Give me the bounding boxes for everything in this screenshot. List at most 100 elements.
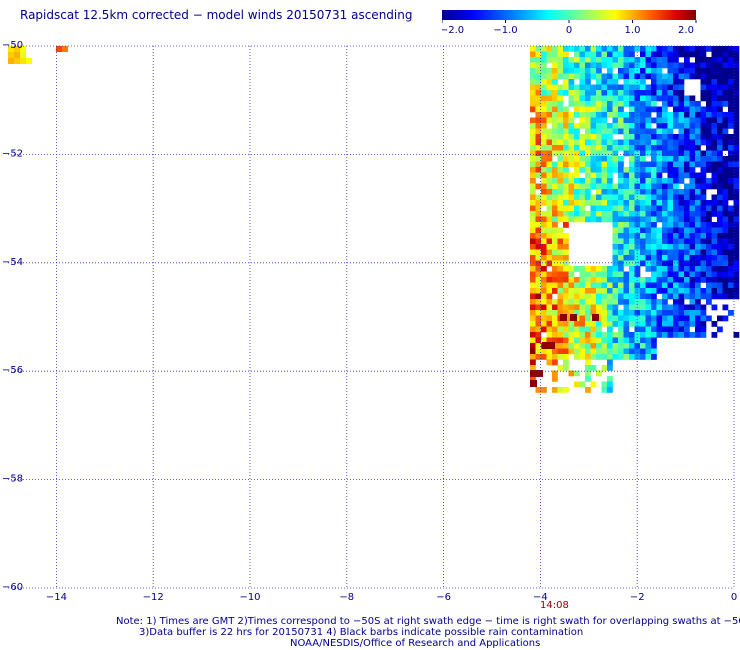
wind-cell — [546, 73, 553, 80]
wind-cell — [601, 205, 608, 212]
wind-cell — [530, 145, 536, 151]
wind-cell — [695, 106, 701, 113]
wind-cell — [629, 172, 635, 179]
wind-cell — [689, 310, 696, 316]
wind-cell — [623, 227, 630, 234]
wind-cell — [541, 249, 547, 256]
wind-cell — [728, 62, 734, 69]
wind-cell — [557, 117, 564, 124]
wind-cell — [623, 134, 630, 140]
wind-cell — [585, 46, 591, 52]
wind-cell — [695, 156, 701, 162]
wind-cell — [651, 95, 657, 102]
wind-cell — [535, 68, 542, 74]
wind-cell — [640, 255, 646, 261]
wind-cell — [530, 84, 536, 91]
wind-cell — [700, 233, 707, 239]
wind-cell — [629, 200, 635, 206]
wind-cell — [634, 57, 641, 63]
wind-cell — [541, 117, 547, 124]
wind-cell — [574, 73, 580, 80]
wind-cell — [728, 238, 734, 245]
wind-cell — [662, 112, 668, 118]
wind-cell — [667, 57, 674, 63]
wind-cell — [585, 90, 591, 96]
wind-cell — [546, 106, 553, 113]
wind-cell — [629, 95, 635, 102]
wind-cell — [706, 315, 712, 322]
wind-cell — [530, 90, 536, 96]
wind-cell — [673, 233, 679, 239]
wind-cell — [546, 145, 553, 151]
wind-cell — [673, 117, 679, 124]
wind-cell — [689, 183, 696, 190]
wind-cell — [585, 150, 591, 157]
wind-difference-cells — [8, 46, 740, 393]
wind-cell — [541, 200, 547, 206]
wind-cell — [590, 134, 597, 140]
wind-cell — [733, 57, 740, 63]
wind-cell — [618, 62, 624, 69]
wind-cell — [618, 68, 624, 74]
wind-cell — [601, 145, 608, 151]
wind-cell — [673, 200, 679, 206]
wind-cell — [557, 266, 564, 272]
wind-cell — [574, 172, 580, 179]
wind-cell — [574, 106, 580, 113]
wind-cell — [656, 167, 663, 173]
wind-cell — [590, 381, 597, 388]
wind-cell — [585, 216, 591, 223]
wind-cell — [596, 310, 602, 316]
wind-cell — [667, 79, 674, 85]
wind-cell — [557, 282, 564, 289]
wind-cell — [563, 348, 569, 355]
wind-cell — [689, 178, 696, 184]
wind-cell — [629, 106, 635, 113]
wind-cell — [733, 205, 740, 212]
wind-cell — [590, 172, 597, 179]
wind-cell — [700, 321, 707, 327]
wind-cell — [656, 211, 663, 217]
wind-cell — [700, 95, 707, 102]
wind-cell — [722, 277, 729, 283]
wind-cell — [607, 172, 613, 179]
wind-cell — [612, 57, 619, 63]
wind-cell — [574, 326, 580, 333]
wind-cell — [667, 233, 674, 239]
wind-cell — [541, 178, 547, 184]
wind-cell — [673, 271, 679, 278]
wind-cell — [634, 211, 641, 217]
wind-cell — [574, 282, 580, 289]
wind-cell — [574, 46, 580, 52]
wind-cell — [733, 90, 740, 96]
wind-cell — [612, 200, 619, 206]
wind-cell — [535, 205, 542, 212]
wind-cell — [717, 205, 723, 212]
wind-cell — [612, 266, 619, 272]
wind-cell — [722, 134, 729, 140]
wind-cell — [634, 255, 641, 261]
wind-cell — [623, 178, 630, 184]
wind-cell — [552, 200, 558, 206]
wind-cell — [596, 354, 602, 360]
wind-cell — [607, 167, 613, 173]
wind-cell — [557, 84, 564, 91]
wind-cell — [568, 117, 575, 124]
wind-cell — [706, 260, 712, 267]
wind-cell — [574, 62, 580, 69]
wind-cell — [640, 46, 646, 52]
wind-cell — [541, 161, 547, 168]
wind-cell — [563, 337, 569, 344]
wind-cell — [546, 205, 553, 212]
wind-cell — [530, 150, 536, 157]
wind-cell — [585, 321, 591, 327]
wind-cell — [667, 161, 674, 168]
wind-cell — [563, 194, 569, 201]
wind-cell — [678, 249, 685, 256]
wind-cell — [722, 222, 729, 228]
wind-cell — [535, 255, 542, 261]
wind-cell — [684, 161, 690, 168]
wind-cell — [618, 332, 624, 338]
wind-cell — [640, 211, 646, 217]
wind-cell — [563, 244, 569, 250]
